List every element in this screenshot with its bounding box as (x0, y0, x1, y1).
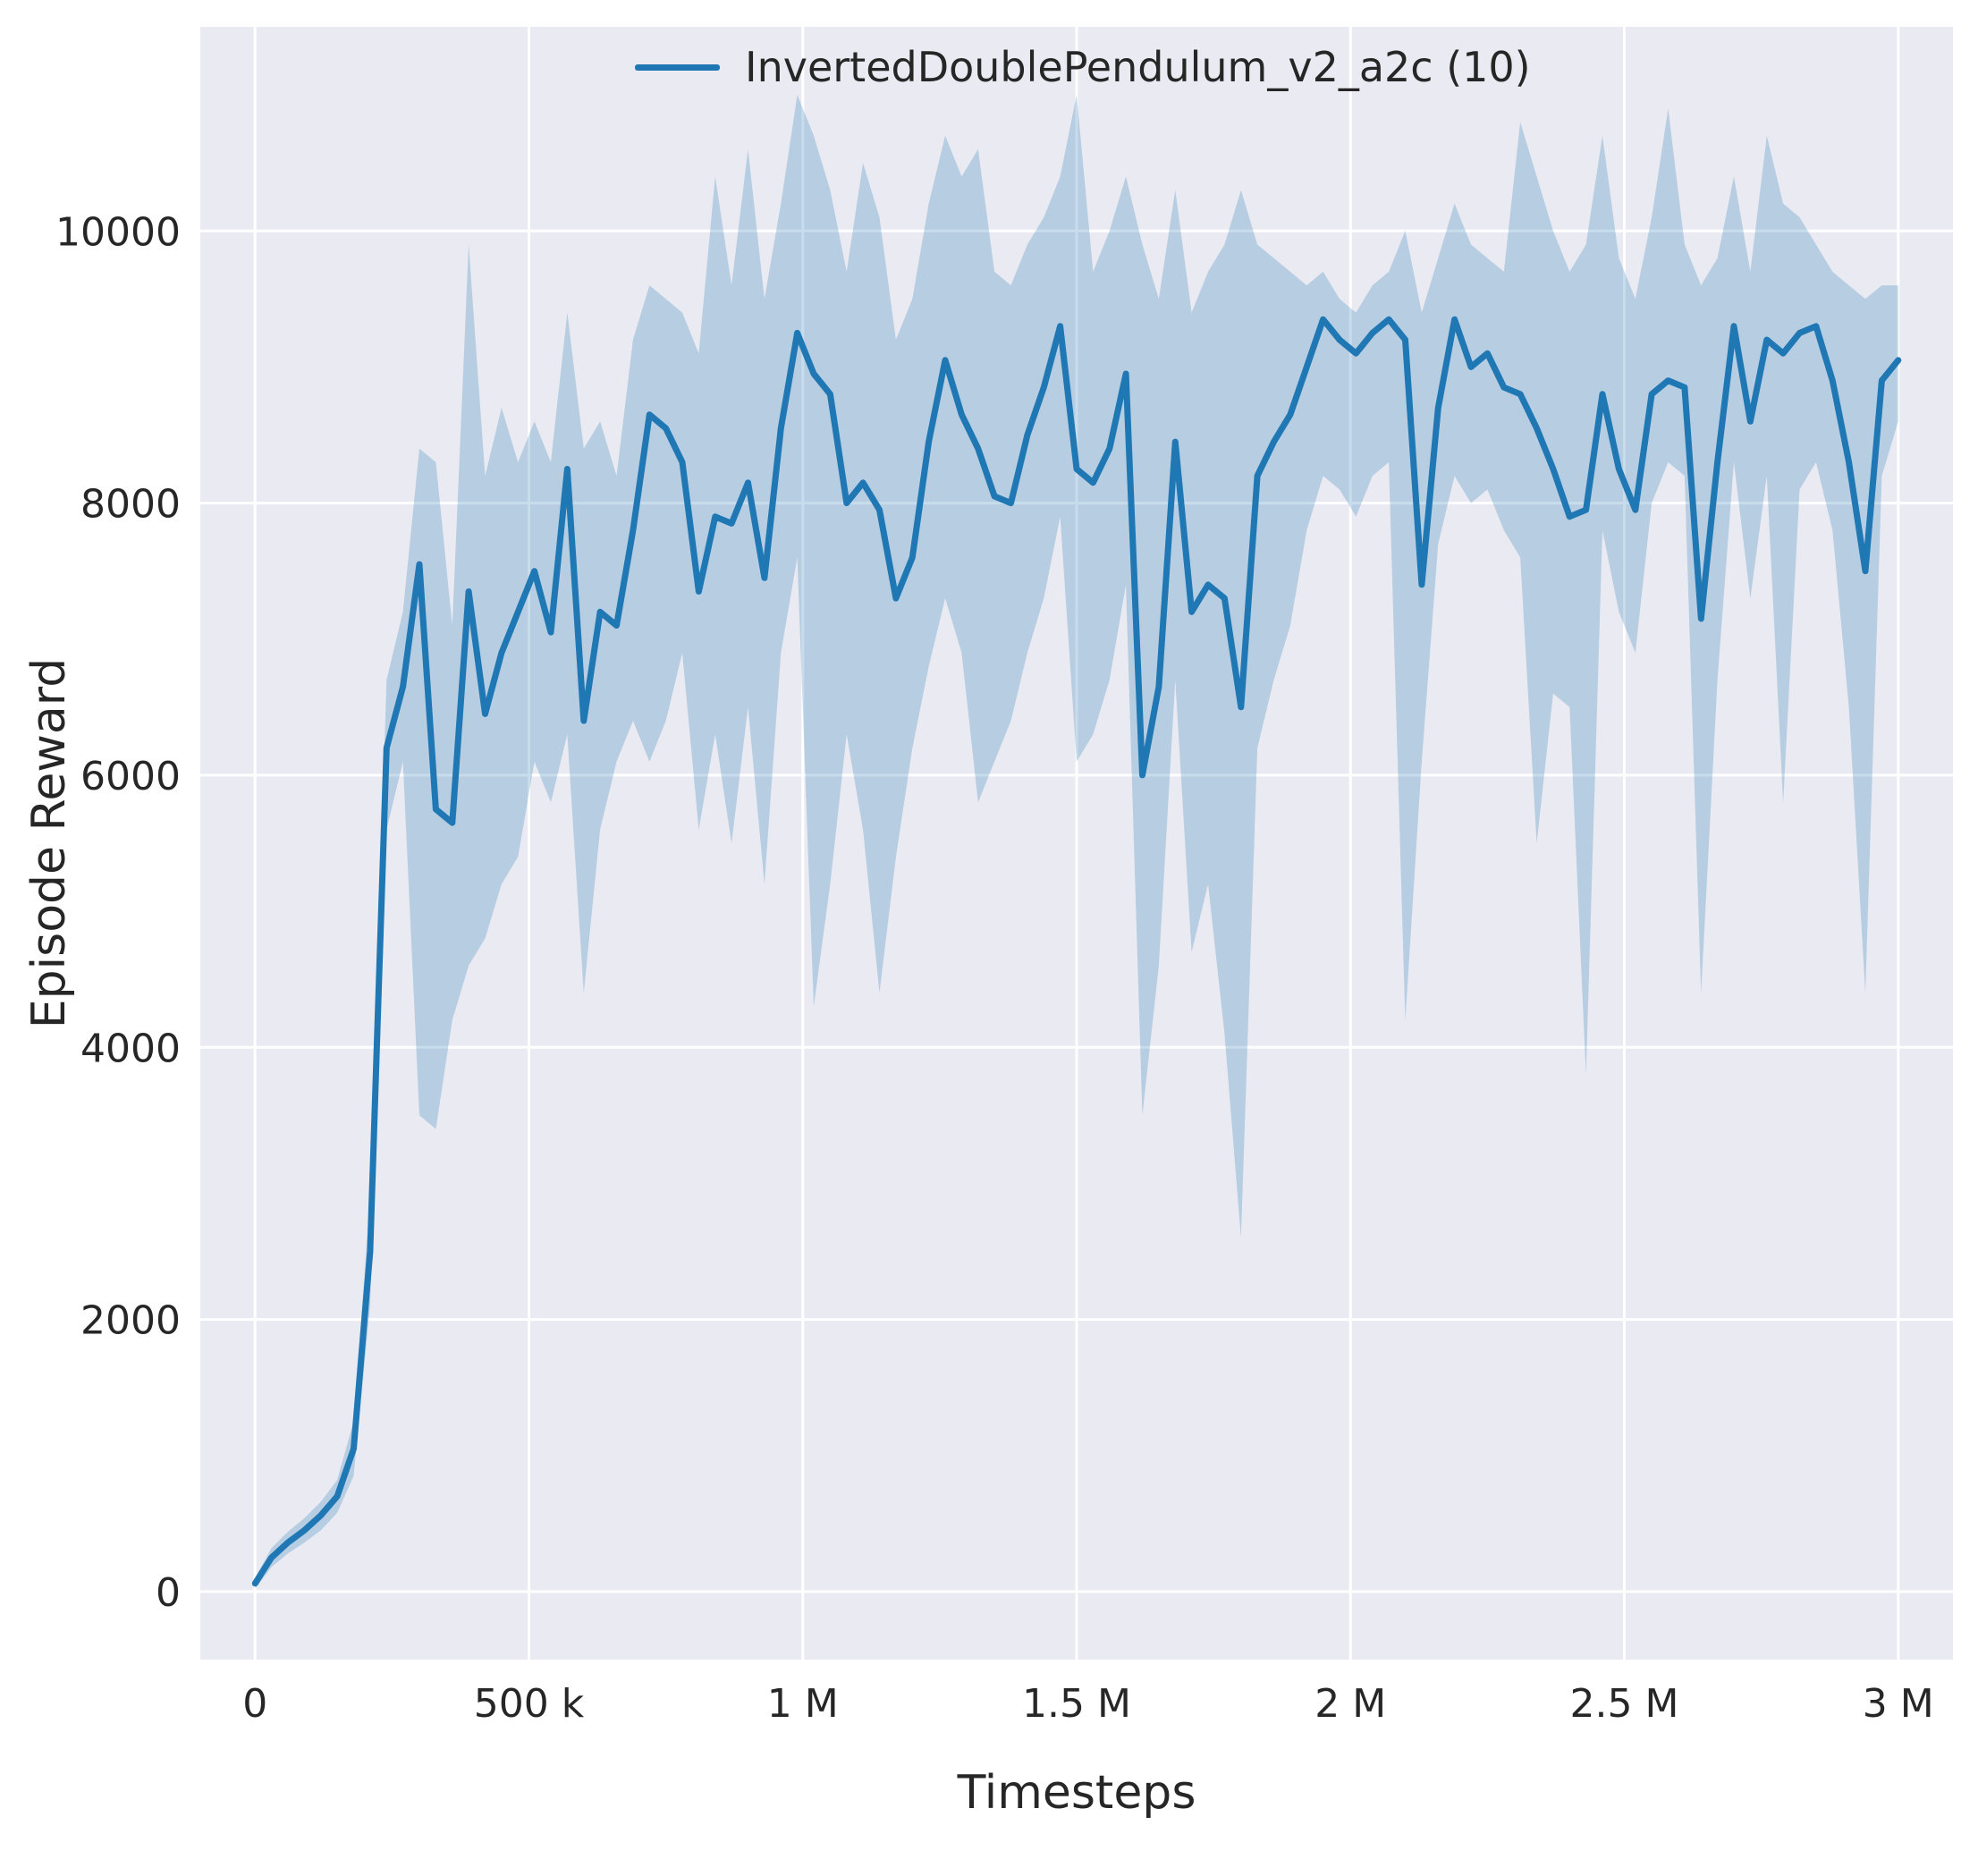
x-axis-label: Timesteps (957, 1766, 1196, 1820)
y-tick-label: 6000 (80, 754, 181, 799)
y-tick-label: 8000 (80, 482, 181, 528)
y-axis-label: Episode Reward (22, 657, 76, 1029)
x-tick-label: 500 k (474, 1681, 585, 1727)
x-tick-label: 2.5 M (1570, 1681, 1679, 1727)
x-tick-label: 3 M (1863, 1681, 1934, 1727)
x-tick-label: 2 M (1314, 1681, 1386, 1727)
x-tick-label: 0 (242, 1681, 267, 1727)
legend-label: InvertedDoublePendulum_v2_a2c (10) (745, 43, 1531, 91)
legend: InvertedDoublePendulum_v2_a2c (10) (635, 43, 1531, 91)
y-tick-label: 2000 (80, 1298, 181, 1344)
x-tick-label: 1.5 M (1022, 1681, 1131, 1727)
confidence-band (255, 95, 1898, 1589)
legend-line-swatch (635, 63, 720, 71)
mean-reward-line (251, 316, 1902, 1587)
y-tick-label: 4000 (80, 1026, 181, 1071)
x-tick-label: 1 M (767, 1681, 839, 1727)
y-tick-label: 0 (156, 1570, 181, 1616)
y-tick-label: 10000 (55, 209, 181, 255)
